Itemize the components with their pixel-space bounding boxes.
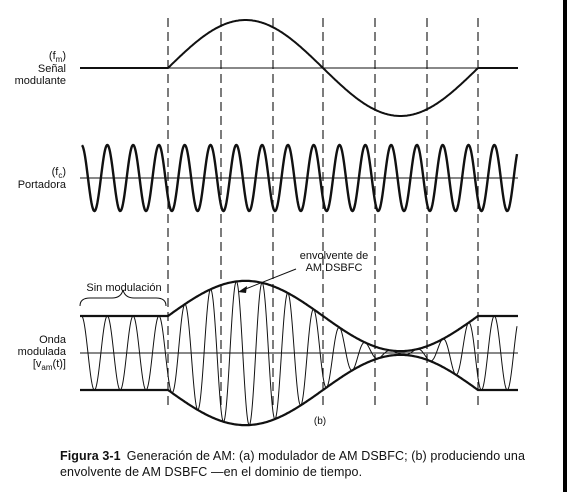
carrier-wave xyxy=(81,143,519,213)
vam-subscript: am xyxy=(41,363,53,372)
am-generation-diagram xyxy=(79,18,519,427)
carrier-label-line2: Portadora xyxy=(17,179,66,191)
modulating-label-line2: Señal xyxy=(37,63,66,75)
modulated-wave xyxy=(81,280,518,426)
figure-caption: Figura 3-1 Generación de AM: (a) modulado… xyxy=(60,448,540,480)
fm-close: ) xyxy=(62,50,66,62)
envelope-annotation: envolvente de AM DSBFC xyxy=(284,250,384,274)
modulated-label-line2: modulada xyxy=(17,346,66,358)
modulating-signal-label: (fm) Señal modulante xyxy=(2,50,66,87)
envelope-line1: envolvente de xyxy=(299,250,369,262)
fc-subscript: c xyxy=(58,171,63,180)
modulated-label-line1: Onda xyxy=(39,334,66,346)
fc-close: ) xyxy=(62,166,66,178)
fc-label: (f xyxy=(51,166,59,178)
panel-tag: (b) xyxy=(313,416,327,427)
carrier-label: (fc) Portadora xyxy=(2,166,66,191)
caption-text: Generación de AM: (a) modulador de AM DS… xyxy=(60,449,526,479)
scan-edge xyxy=(563,0,567,492)
modulating-label-line3: modulante xyxy=(14,75,66,87)
modulating-signal-wave xyxy=(80,19,518,117)
no-modulation-brace xyxy=(79,289,167,307)
envelope-pointer-arrow xyxy=(242,268,297,291)
arrow-head-icon xyxy=(238,286,247,293)
fm-label: (f xyxy=(48,50,56,62)
envelope-lower xyxy=(80,353,518,427)
envelope-line2: AM DSBFC xyxy=(305,262,363,274)
figure-number: Figura 3-1 xyxy=(60,449,121,463)
no-modulation-annotation: Sin modulación xyxy=(86,282,162,294)
envelope-upper xyxy=(80,279,518,353)
vam-pre: [v xyxy=(32,358,42,370)
modulated-wave-label: Onda modulada [vam(t)] xyxy=(2,334,66,372)
vam-post: (t)] xyxy=(52,358,66,370)
fm-subscript: m xyxy=(55,55,63,64)
